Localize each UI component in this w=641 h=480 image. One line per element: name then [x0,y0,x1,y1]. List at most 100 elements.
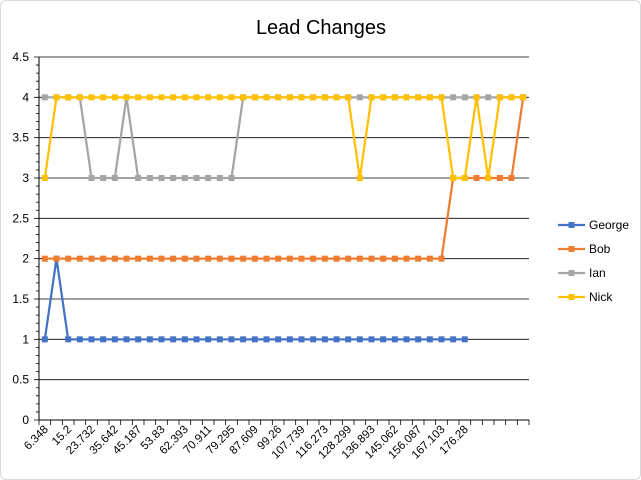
data-point [426,336,433,343]
data-point [508,94,515,101]
data-point [146,336,153,343]
data-point [368,336,375,343]
data-point [76,94,83,101]
data-point [135,255,142,262]
data-point [88,336,95,343]
data-point [111,175,118,181]
data-point [368,94,375,101]
data-point [345,255,352,262]
data-point [310,255,317,262]
data-point [485,175,492,181]
data-point [380,94,387,101]
data-point [65,336,72,343]
data-point [496,94,503,101]
data-point [438,94,445,101]
data-point [181,94,188,101]
data-point [403,255,410,262]
data-point [333,94,340,101]
data-point [450,94,457,101]
data-point [100,336,107,343]
data-point [461,94,468,101]
data-point [205,336,212,343]
data-point [356,94,363,101]
data-point [170,255,177,262]
legend-item-nick: Nick [558,290,613,304]
data-point [216,175,223,181]
data-point [123,336,130,343]
data-point [380,336,387,343]
series-george [41,255,468,343]
data-point [368,255,375,262]
data-point [345,94,352,101]
data-point [356,175,363,181]
gridlines [39,56,529,381]
data-point [450,175,457,181]
data-point [123,94,130,101]
data-point [380,255,387,262]
data-point [76,255,83,262]
data-point [193,175,200,181]
data-point [450,336,457,343]
data-point [216,336,223,343]
data-point [356,255,363,262]
data-point [181,175,188,181]
data-point [403,94,410,101]
data-point [520,94,527,101]
data-point [438,255,445,262]
data-point [426,94,433,101]
data-point [403,336,410,343]
data-point [333,255,340,262]
legend-item-bob: Bob [558,242,611,256]
series-nick [41,94,527,181]
data-point [135,94,142,101]
data-point [100,94,107,101]
data-point [193,336,200,343]
data-point [41,175,48,181]
data-point [251,94,258,101]
data-point [100,175,107,181]
data-point [205,175,212,181]
y-tick-label: 3 [22,171,29,185]
data-point [216,255,223,262]
data-point [461,336,468,343]
series-layer [41,94,527,343]
x-axis-ticks: 6.348 15.223.73235.64245.18753.8362.39370… [22,424,471,462]
data-point [53,255,60,262]
data-point [240,336,247,343]
data-point [240,94,247,101]
data-point [76,336,83,343]
data-point [321,94,328,101]
data-point [216,94,223,101]
data-point [275,336,282,343]
data-point [251,336,258,343]
data-point [181,255,188,262]
data-point [135,336,142,343]
data-point [298,255,305,262]
data-point [88,94,95,101]
legend-marker [568,270,575,276]
data-point [228,336,235,343]
y-tick-label: 0.5 [12,373,29,387]
data-point [298,336,305,343]
data-point [263,336,270,343]
legend-label: Ian [589,266,606,280]
data-point [263,255,270,262]
data-point [391,255,398,262]
data-point [240,255,247,262]
data-point [298,94,305,101]
legend-item-ian: Ian [558,266,606,280]
data-point [65,255,72,262]
data-point [286,255,293,262]
legend-marker [568,222,575,228]
legend-marker [568,294,575,300]
y-tick-label: 0 [22,413,29,427]
data-point [461,175,468,181]
data-point [158,336,165,343]
data-point [391,336,398,343]
data-point [321,336,328,343]
y-tick-label: 2 [22,252,29,266]
data-point [88,175,95,181]
legend-marker [568,246,575,252]
